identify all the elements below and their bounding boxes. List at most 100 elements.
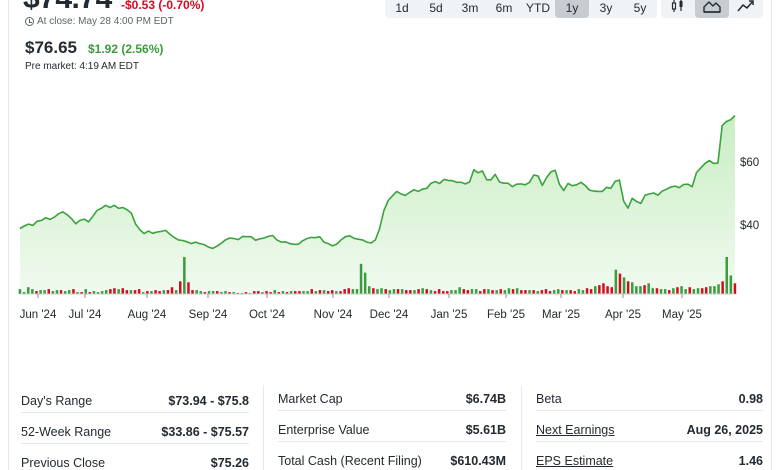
volume-bar bbox=[635, 286, 638, 294]
price-chart[interactable]: Jun '24 Jul '24 Aug '24 Sep '24 Oct '24 Nov '… bbox=[0, 0, 780, 330]
volume-bar bbox=[647, 283, 650, 294]
volume-bar bbox=[339, 291, 342, 294]
volume-bar bbox=[310, 289, 313, 294]
volume-bar bbox=[203, 292, 207, 294]
close-price: $74.74 bbox=[23, 0, 112, 16]
range-tab-3m[interactable]: 3m bbox=[461, 0, 479, 15]
volume-bar bbox=[721, 281, 724, 294]
stat-value: $5.61B bbox=[465, 423, 506, 437]
volume-bar bbox=[684, 289, 687, 294]
volume-bar bbox=[162, 290, 166, 294]
volume-bar bbox=[100, 291, 104, 294]
volume-bar bbox=[51, 291, 55, 294]
volume-bar bbox=[244, 292, 248, 294]
mountain-button[interactable] bbox=[695, 0, 729, 18]
volume-bar bbox=[285, 292, 289, 294]
volume-bar bbox=[717, 284, 720, 294]
volume-bar bbox=[672, 288, 675, 294]
volume-bar bbox=[117, 289, 120, 294]
volume-bar bbox=[228, 292, 231, 294]
volume-bar bbox=[458, 287, 461, 294]
stat-separator bbox=[21, 443, 249, 444]
volume-bar bbox=[474, 289, 478, 294]
stat-separator bbox=[278, 410, 506, 411]
volume-bar bbox=[211, 291, 215, 294]
volume-bar bbox=[594, 286, 597, 294]
volume-bar bbox=[569, 290, 572, 294]
eps-estimate-link[interactable]: EPS Estimate bbox=[536, 454, 614, 468]
volume-bar bbox=[224, 291, 227, 294]
volume-bar bbox=[207, 291, 211, 294]
volume-bar bbox=[105, 290, 108, 294]
volume-bar bbox=[536, 291, 539, 294]
stat-label: Day's Range bbox=[21, 394, 93, 408]
stat-52-week-range: 52-Week Range $33.86 - $75.57 bbox=[21, 417, 249, 439]
volume-bar bbox=[150, 291, 153, 294]
chart-type-buttons bbox=[661, 0, 763, 18]
range-tab-3y[interactable]: 3y bbox=[599, 0, 613, 15]
range-tab-5y[interactable]: 5y bbox=[633, 0, 647, 15]
volume-bar bbox=[425, 289, 428, 294]
volume-bar bbox=[388, 290, 392, 294]
volume-bar bbox=[565, 290, 568, 294]
volume-bar bbox=[113, 288, 116, 294]
range-tab-ytd[interactable]: YTD bbox=[526, 0, 550, 15]
volume-bar bbox=[466, 290, 470, 294]
stat-eps-estimate: EPS Estimate 1.46 bbox=[536, 446, 763, 468]
volume-bar bbox=[470, 289, 474, 294]
volume-bar bbox=[680, 286, 683, 294]
close-time-row: At close: May 28 4:00 PM EDT bbox=[25, 16, 174, 27]
volume-bar bbox=[573, 291, 576, 294]
volume-bar bbox=[133, 290, 137, 294]
volume-bar bbox=[109, 289, 112, 294]
volume-bar bbox=[363, 272, 367, 294]
stat-label: Total Cash (Recent Filing) bbox=[278, 454, 422, 468]
stat-next-earnings: Next Earnings Aug 26, 2025 bbox=[536, 415, 763, 437]
volume-bar bbox=[183, 257, 186, 294]
volume-bar bbox=[76, 292, 79, 294]
volume-bar bbox=[121, 288, 124, 294]
volume-bar bbox=[22, 292, 26, 294]
volume-bar bbox=[643, 285, 646, 294]
volume-bar bbox=[557, 289, 560, 294]
volume-bar bbox=[195, 290, 198, 294]
volume-bar bbox=[581, 290, 585, 294]
next-earnings-link[interactable]: Next Earnings bbox=[536, 423, 615, 437]
stats-divider-2 bbox=[521, 385, 522, 470]
volume-bar bbox=[437, 289, 441, 294]
candlestick-button[interactable] bbox=[661, 0, 695, 18]
volume-bar bbox=[696, 288, 700, 294]
stat-value: 0.98 bbox=[738, 392, 763, 406]
stat-total-cash: Total Cash (Recent Filing) $610.43M bbox=[278, 446, 506, 468]
range-tabs: 1d 5d 3m 6m YTD 1y 3y 5y bbox=[385, 0, 657, 18]
volume-bar bbox=[302, 291, 305, 294]
x-tick-label: Sep '24 bbox=[189, 309, 228, 321]
x-tick-label: Aug '24 bbox=[128, 309, 167, 321]
volume-bar bbox=[318, 290, 322, 294]
x-tick-label: Nov '24 bbox=[314, 309, 353, 321]
range-tab-1y[interactable]: 1y bbox=[555, 0, 589, 18]
line-chart-button[interactable] bbox=[729, 0, 763, 18]
volume-bar bbox=[158, 291, 161, 294]
volume-bar bbox=[18, 289, 22, 294]
volume-bar bbox=[705, 287, 708, 294]
volume-bar bbox=[433, 291, 437, 294]
volume-bar bbox=[651, 288, 654, 294]
volume-bar bbox=[96, 292, 100, 294]
stat-value: $73.94 - $75.8 bbox=[168, 394, 249, 408]
price-area bbox=[20, 115, 735, 294]
volume-bar bbox=[442, 291, 445, 294]
volume-bar bbox=[540, 290, 544, 294]
range-tab-6m[interactable]: 6m bbox=[495, 0, 513, 15]
range-tab-5d[interactable]: 5d bbox=[429, 0, 443, 15]
volume-bar bbox=[544, 289, 548, 294]
stat-value: $6.74B bbox=[465, 392, 506, 406]
volume-bar bbox=[429, 290, 433, 294]
page-frame bbox=[8, 0, 772, 470]
volume-bar bbox=[483, 289, 486, 294]
volume-bar bbox=[257, 291, 260, 294]
volume-bar bbox=[253, 291, 256, 294]
volume-bar bbox=[326, 291, 330, 294]
range-tab-1d[interactable]: 1d bbox=[395, 0, 409, 15]
volume-bar bbox=[577, 289, 581, 294]
